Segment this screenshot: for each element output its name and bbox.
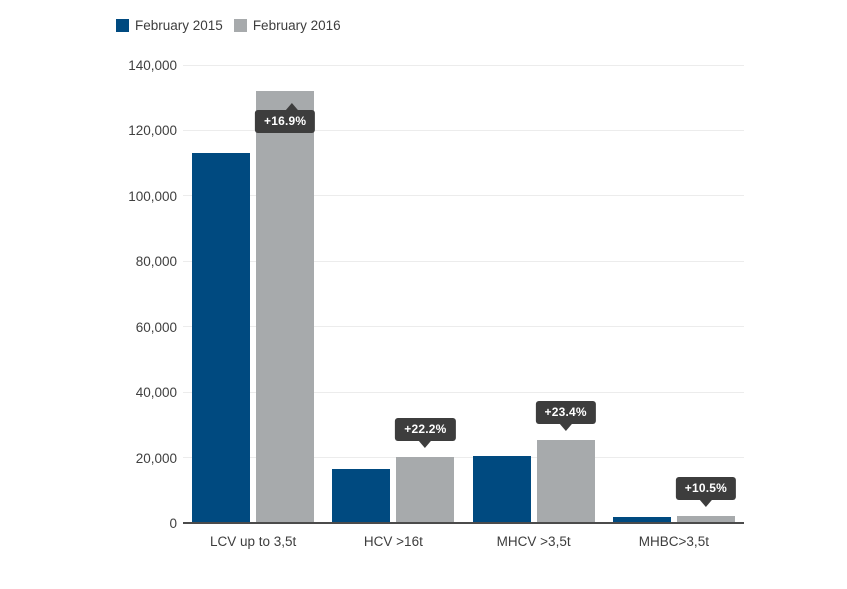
gridline [183, 129, 744, 131]
annotation-badge: +23.4% [535, 401, 596, 432]
legend-label-2015: February 2015 [135, 18, 223, 33]
legend-item-february-2015[interactable]: February 2015 [116, 18, 223, 33]
annotation-arrow-icon [559, 424, 572, 432]
bar-february-2016-lcv-up-to-3-5t[interactable] [256, 90, 315, 523]
bar-february-2016-mhcv-3-5t[interactable] [536, 440, 595, 523]
x-axis-category-label-hcv-16t: HCV >16t [363, 534, 423, 549]
annotation-hcv-16t: +22.2% [395, 417, 456, 448]
bar-february-2016-hcv-16t[interactable] [396, 456, 455, 523]
bar-february-2016-mhbc-3-5t[interactable] [676, 516, 735, 523]
gridline [183, 64, 744, 66]
x-axis-line [183, 522, 744, 524]
y-axis-tick-label: 60,000 [135, 319, 177, 335]
legend-swatch-2016-icon [233, 19, 247, 32]
y-axis-tick-label: 20,000 [135, 450, 177, 466]
gridline [183, 326, 744, 328]
bar-february-2015-hcv-16t[interactable] [332, 468, 391, 523]
y-axis-tick-label: 140,000 [128, 58, 177, 73]
annotation-mhbc-3-5t: +10.5% [675, 477, 736, 508]
y-axis-tick-label: 80,000 [135, 254, 177, 270]
annotation-badge: +10.5% [675, 477, 736, 508]
annotation-arrow-icon [286, 102, 299, 110]
x-axis-category-label-lcv-up-to-3-5t: LCV up to 3,5t [209, 534, 297, 549]
y-axis-tick-label: 40,000 [135, 385, 177, 401]
gridline [183, 391, 744, 393]
annotation-mhcv-3-5t: +23.4% [535, 401, 596, 432]
x-axis-category-label-mhcv-3-5t: MHCV >3,5t [496, 534, 571, 549]
legend-label-2016: February 2016 [252, 18, 341, 33]
y-axis-tick-label: 120,000 [128, 123, 177, 139]
x-axis-category-label-mhbc-3-5t: MHBC>3,5t [638, 534, 709, 549]
annotation-arrow-icon [699, 500, 712, 508]
legend-item-february-2016[interactable]: February 2016 [233, 18, 341, 33]
annotation-badge: +16.9% [255, 102, 316, 133]
bar-february-2015-lcv-up-to-3-5t[interactable] [192, 153, 251, 523]
legend-swatch-2015-icon [116, 19, 129, 32]
bar-february-2015-mhbc-3-5t[interactable] [612, 517, 671, 523]
annotation-badge: +22.2% [395, 417, 456, 448]
gridline [183, 195, 744, 197]
legend: February 2015 February 2016 [116, 18, 341, 33]
annotation-arrow-icon [419, 440, 432, 448]
y-axis-tick-label: 0 [169, 516, 177, 531]
y-axis-tick-label: 100,000 [128, 188, 177, 204]
annotation-lcv-up-to-3-5t: +16.9% [255, 102, 316, 133]
gridline [183, 457, 744, 459]
bar-february-2015-mhcv-3-5t[interactable] [472, 455, 531, 523]
gridline [183, 260, 744, 262]
